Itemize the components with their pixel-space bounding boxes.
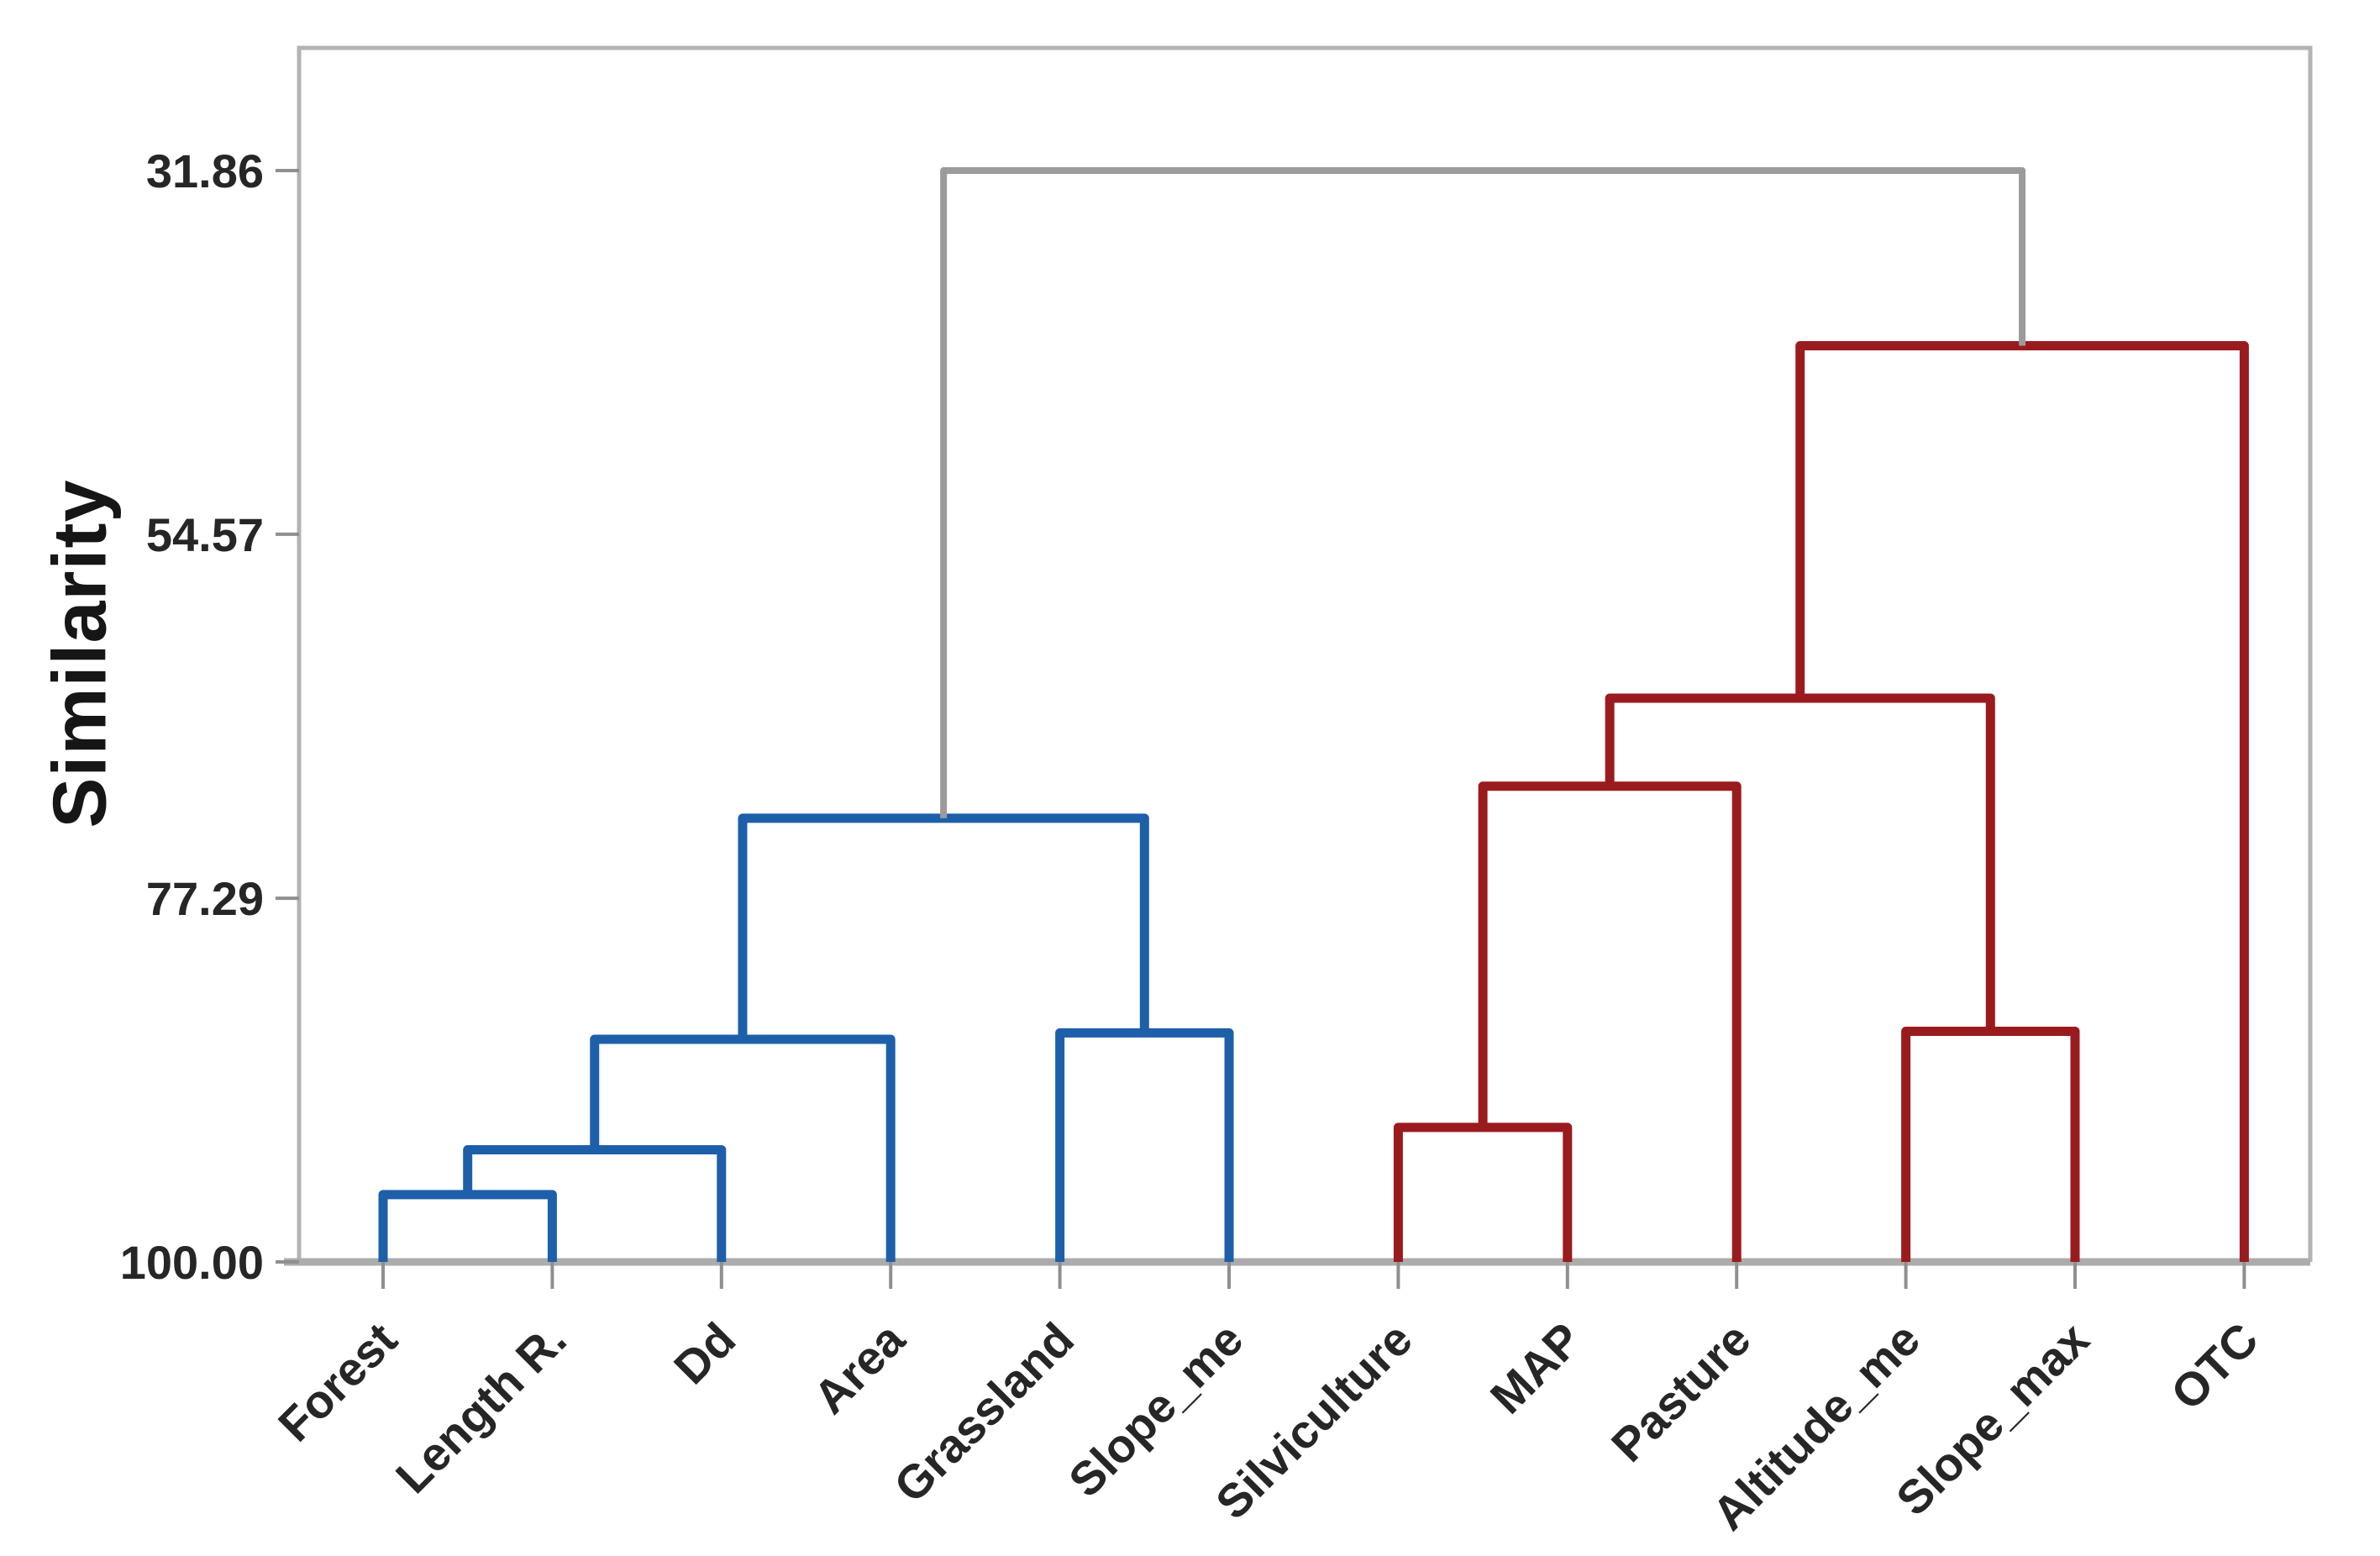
y-tick-label-100.00: 100.00	[120, 1236, 264, 1289]
dendrogram-link-M8	[1901, 1026, 2080, 1262]
leaf-label-Length R.: Length R.	[386, 1312, 576, 1503]
dendrogram-link-M2	[463, 1145, 727, 1262]
y-tick-label-77.29: 77.29	[146, 872, 264, 925]
y-tick-label-54.57: 54.57	[146, 508, 264, 561]
dendrogram-link-M11	[940, 167, 2026, 818]
y-axis-title: Similarity	[38, 479, 123, 828]
dendrogram-link-M4	[1055, 1028, 1234, 1262]
plot-frame	[297, 45, 2313, 1262]
leaf-label-MAP: MAP	[1480, 1312, 1592, 1424]
leaf-label-Grassland: Grassland	[884, 1312, 1084, 1512]
leaf-label-Pasture: Pasture	[1601, 1312, 1761, 1472]
dendrogram-link-M9	[1605, 693, 1995, 1032]
dendrogram-link-M5	[738, 813, 1149, 1040]
dendrogram-link-M6	[1393, 1122, 1573, 1262]
dendrogram-link-M7	[1478, 781, 1742, 1262]
dendrogram-link-M10	[1795, 341, 2249, 1262]
y-tick-label-31.86: 31.86	[146, 145, 264, 197]
leaf-label-Dd: Dd	[664, 1312, 745, 1394]
dendrogram-link-M1	[378, 1190, 557, 1262]
leaf-label-Area: Area	[803, 1312, 915, 1423]
leaf-label-OTC: OTC	[2161, 1312, 2268, 1420]
leaf-label-Forest: Forest	[268, 1312, 407, 1452]
